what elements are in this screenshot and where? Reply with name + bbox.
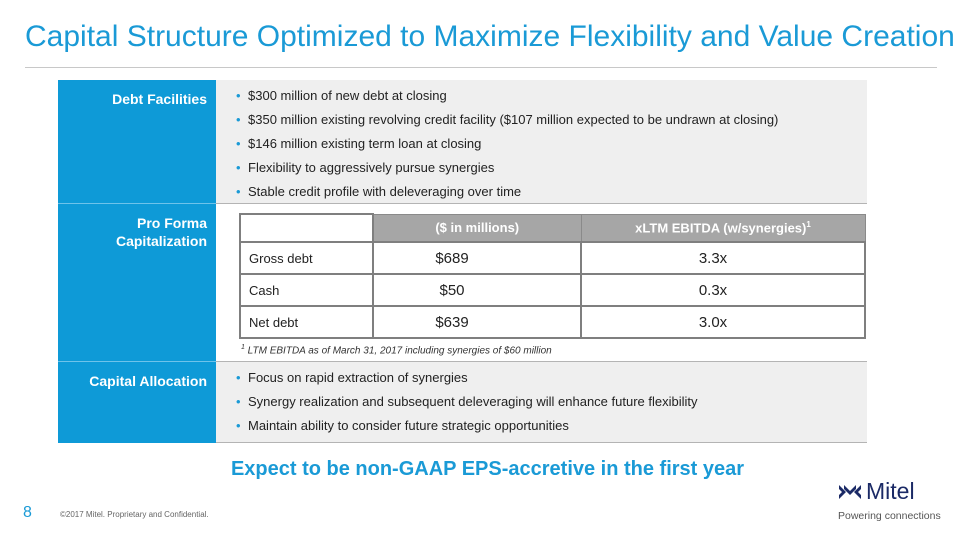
mitel-logo: Mitel Powering connections: [838, 478, 948, 524]
list-item: • $146 million existing term loan at clos…: [236, 135, 482, 151]
debt-facilities-content: • $300 million of new debt at closing • $3…: [216, 80, 867, 204]
pro-forma-content: ($ in millions) xLTM EBITDA (w/synergies…: [216, 204, 867, 362]
mitel-logo-mark-icon: [839, 485, 861, 499]
table-row: Gross debt $689 3.3x: [239, 241, 866, 275]
page-title: Capital Structure Optimized to Maximize …: [25, 20, 955, 53]
page-number: 8: [23, 504, 32, 521]
capital-allocation-content: • Focus on rapid extraction of synergies …: [216, 362, 867, 443]
table-row: Net debt $639 3.0x: [239, 305, 866, 339]
capital-allocation-list: • Focus on rapid extraction of synergies …: [216, 362, 867, 442]
list-item: • Flexibility to aggressively pursue syne…: [236, 159, 495, 175]
debt-facilities-row: Debt Facilities • $300 million of new deb…: [58, 80, 867, 204]
list-item: • Maintain ability to consider future str…: [236, 417, 569, 433]
table-header-blank: [239, 213, 374, 243]
table-header-ebitda: xLTM EBITDA (w/synergies)1: [580, 213, 866, 243]
title-divider: [25, 67, 937, 68]
logo-tagline: Powering connections: [838, 510, 941, 522]
pro-forma-label: Pro Forma Capitalization: [58, 204, 216, 362]
list-item: • Focus on rapid extraction of synergies: [236, 370, 468, 385]
eps-accretive-callout: Expect to be non-GAAP EPS-accretive in t…: [230, 458, 745, 480]
pro-forma-capitalization-table: ($ in millions) xLTM EBITDA (w/synergies…: [239, 213, 866, 339]
ebitda-footnote: 1 LTM EBITDA as of March 31, 2017 includ…: [241, 344, 552, 357]
debt-facilities-list: • $300 million of new debt at closing • $3…: [216, 80, 867, 207]
list-item: • Synergy realization and subsequent dele…: [236, 393, 698, 409]
list-item: • $300 million of new debt at closing: [236, 88, 447, 103]
debt-facilities-label: Debt Facilities: [58, 80, 216, 204]
list-item: • Stable credit profile with deleveraging…: [236, 183, 522, 199]
capital-allocation-label: Capital Allocation: [58, 362, 216, 443]
table-header-millions: ($ in millions): [372, 213, 582, 243]
list-item: • $350 million existing revolving credit …: [236, 111, 779, 127]
pro-forma-row: Pro Forma Capitalization ($ in millions)…: [58, 204, 867, 362]
table-row: Cash $50 0.3x: [239, 273, 866, 307]
copyright-notice: ©2017 Mitel. Proprietary and Confidentia…: [60, 510, 209, 519]
logo-wordmark: Mitel: [866, 478, 915, 504]
capital-allocation-row: Capital Allocation • Focus on rapid extra…: [58, 362, 867, 443]
